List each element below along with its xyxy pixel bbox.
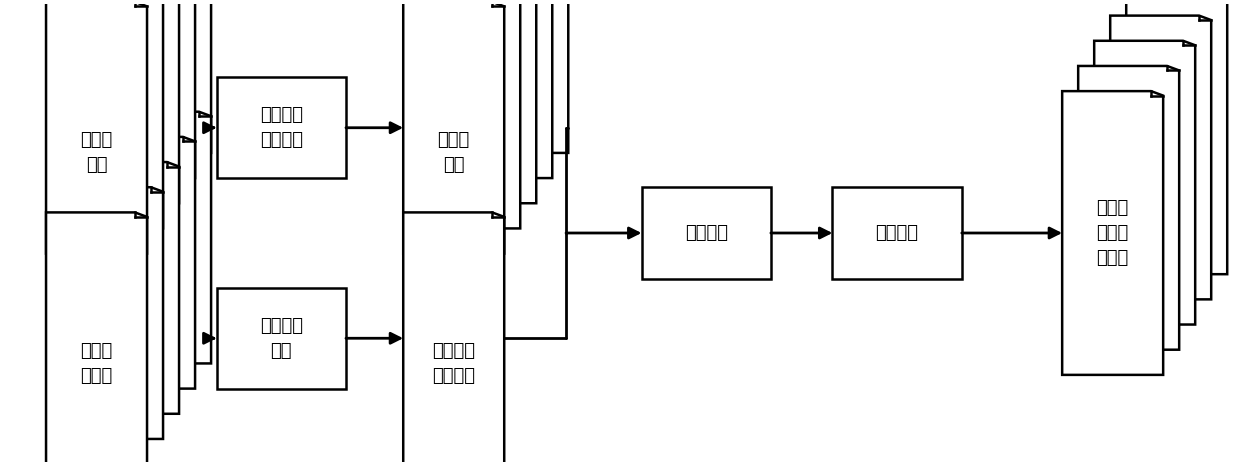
Text: 超分辨率
重建: 超分辨率 重建 — [260, 317, 303, 360]
Bar — [641, 187, 771, 279]
Bar — [217, 288, 346, 389]
Text: 融合后
的多光
谱图像: 融合后 的多光 谱图像 — [1096, 199, 1128, 267]
Text: 多光谱
图像: 多光谱 图像 — [438, 131, 470, 174]
Polygon shape — [451, 0, 552, 178]
Polygon shape — [62, 187, 162, 439]
Polygon shape — [78, 0, 179, 203]
Text: 多光谱
图像: 多光谱 图像 — [81, 131, 113, 174]
Polygon shape — [435, 0, 536, 203]
Text: 重采样多
光谱图像: 重采样多 光谱图像 — [260, 106, 303, 149]
Polygon shape — [110, 112, 211, 363]
Text: 高分辨率
全色图像: 高分辨率 全色图像 — [433, 342, 475, 385]
Bar — [217, 77, 346, 178]
Polygon shape — [467, 0, 568, 153]
Polygon shape — [94, 0, 195, 178]
Polygon shape — [94, 137, 195, 389]
Polygon shape — [62, 0, 162, 228]
Text: 图像配准: 图像配准 — [684, 224, 728, 242]
Polygon shape — [1126, 0, 1228, 274]
Polygon shape — [419, 0, 521, 228]
Polygon shape — [46, 2, 148, 254]
Polygon shape — [78, 162, 179, 414]
Polygon shape — [403, 212, 505, 464]
Polygon shape — [403, 2, 505, 254]
Bar — [832, 187, 962, 279]
Text: 多帧全
色图像: 多帧全 色图像 — [81, 342, 113, 385]
Polygon shape — [46, 212, 148, 464]
Polygon shape — [110, 0, 211, 153]
Text: 图像融合: 图像融合 — [875, 224, 919, 242]
Polygon shape — [1094, 41, 1195, 324]
Polygon shape — [1063, 91, 1163, 375]
Polygon shape — [1110, 15, 1211, 299]
Polygon shape — [1078, 66, 1179, 350]
